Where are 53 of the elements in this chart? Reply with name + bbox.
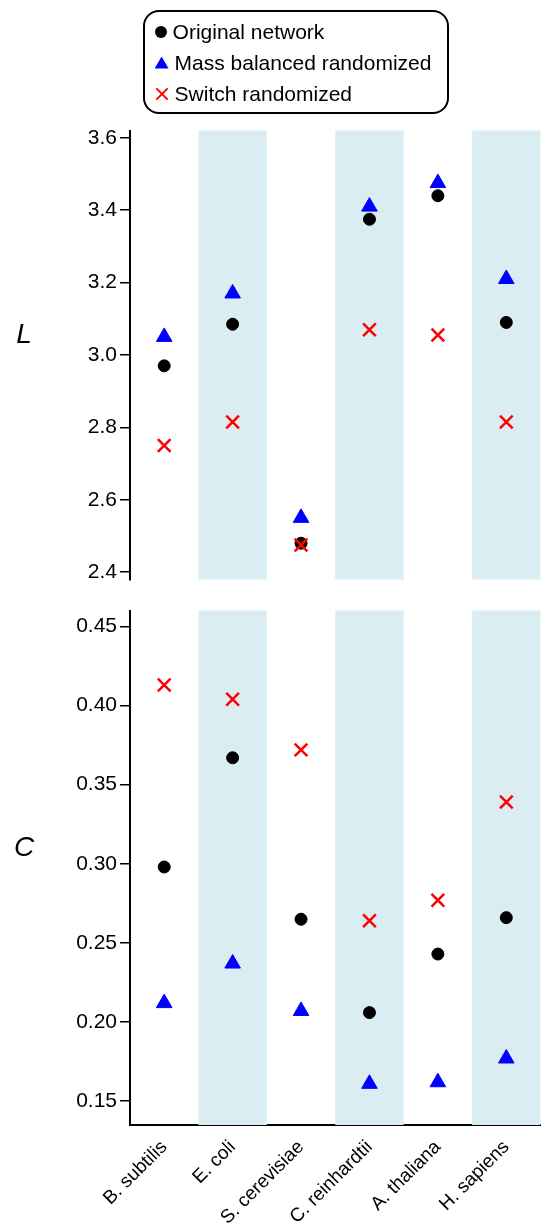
point bbox=[224, 954, 241, 969]
y-tick-label: 0.30 bbox=[76, 850, 117, 874]
point bbox=[498, 269, 515, 284]
point bbox=[294, 912, 308, 926]
point bbox=[498, 414, 514, 430]
point bbox=[499, 315, 513, 329]
x-tick-label: E. coli bbox=[187, 1135, 240, 1188]
y-tick-label: 0.40 bbox=[76, 692, 117, 716]
y-tick-label: 3.0 bbox=[87, 341, 117, 365]
point bbox=[498, 794, 514, 810]
point bbox=[226, 751, 240, 765]
y-axis-title: L bbox=[16, 317, 32, 349]
point bbox=[430, 327, 446, 343]
y-tick-label: 0.20 bbox=[76, 1008, 117, 1032]
y-tick-label: 2.6 bbox=[87, 486, 117, 510]
point bbox=[361, 322, 378, 338]
point bbox=[157, 860, 171, 874]
point bbox=[361, 197, 378, 212]
legend-label: Switch randomized bbox=[174, 81, 353, 106]
point bbox=[155, 993, 173, 1009]
point bbox=[431, 189, 445, 203]
point bbox=[430, 892, 446, 908]
point bbox=[225, 414, 241, 430]
point bbox=[157, 359, 171, 373]
y-tick-label: 0.45 bbox=[76, 613, 117, 637]
y-tick-label: 3.2 bbox=[87, 269, 117, 293]
point bbox=[499, 911, 513, 925]
y-axis-title: C bbox=[13, 830, 35, 862]
y-tick-label: 3.4 bbox=[87, 197, 118, 221]
point bbox=[292, 1001, 310, 1017]
point bbox=[429, 173, 447, 189]
point bbox=[361, 913, 378, 929]
point bbox=[293, 742, 309, 758]
y-tick-label: 0.35 bbox=[76, 771, 117, 795]
y-tick-label: 3.6 bbox=[87, 124, 117, 148]
point bbox=[224, 283, 241, 299]
point bbox=[226, 317, 240, 331]
point bbox=[431, 947, 445, 961]
legend-label: Mass balanced randomized bbox=[174, 50, 432, 75]
point bbox=[361, 1074, 378, 1089]
point bbox=[225, 691, 241, 707]
point bbox=[498, 1049, 515, 1064]
point bbox=[429, 1072, 447, 1088]
y-tick-label: 0.25 bbox=[76, 929, 117, 953]
legend-label: Original network bbox=[172, 19, 325, 44]
y-tick-label: 0.15 bbox=[76, 1088, 117, 1112]
point bbox=[155, 327, 173, 342]
point bbox=[156, 437, 172, 454]
point bbox=[362, 1006, 376, 1020]
y-tick-label: 2.4 bbox=[87, 558, 118, 582]
point bbox=[156, 677, 172, 693]
y-tick-label: 2.8 bbox=[87, 414, 117, 438]
point bbox=[362, 212, 376, 226]
